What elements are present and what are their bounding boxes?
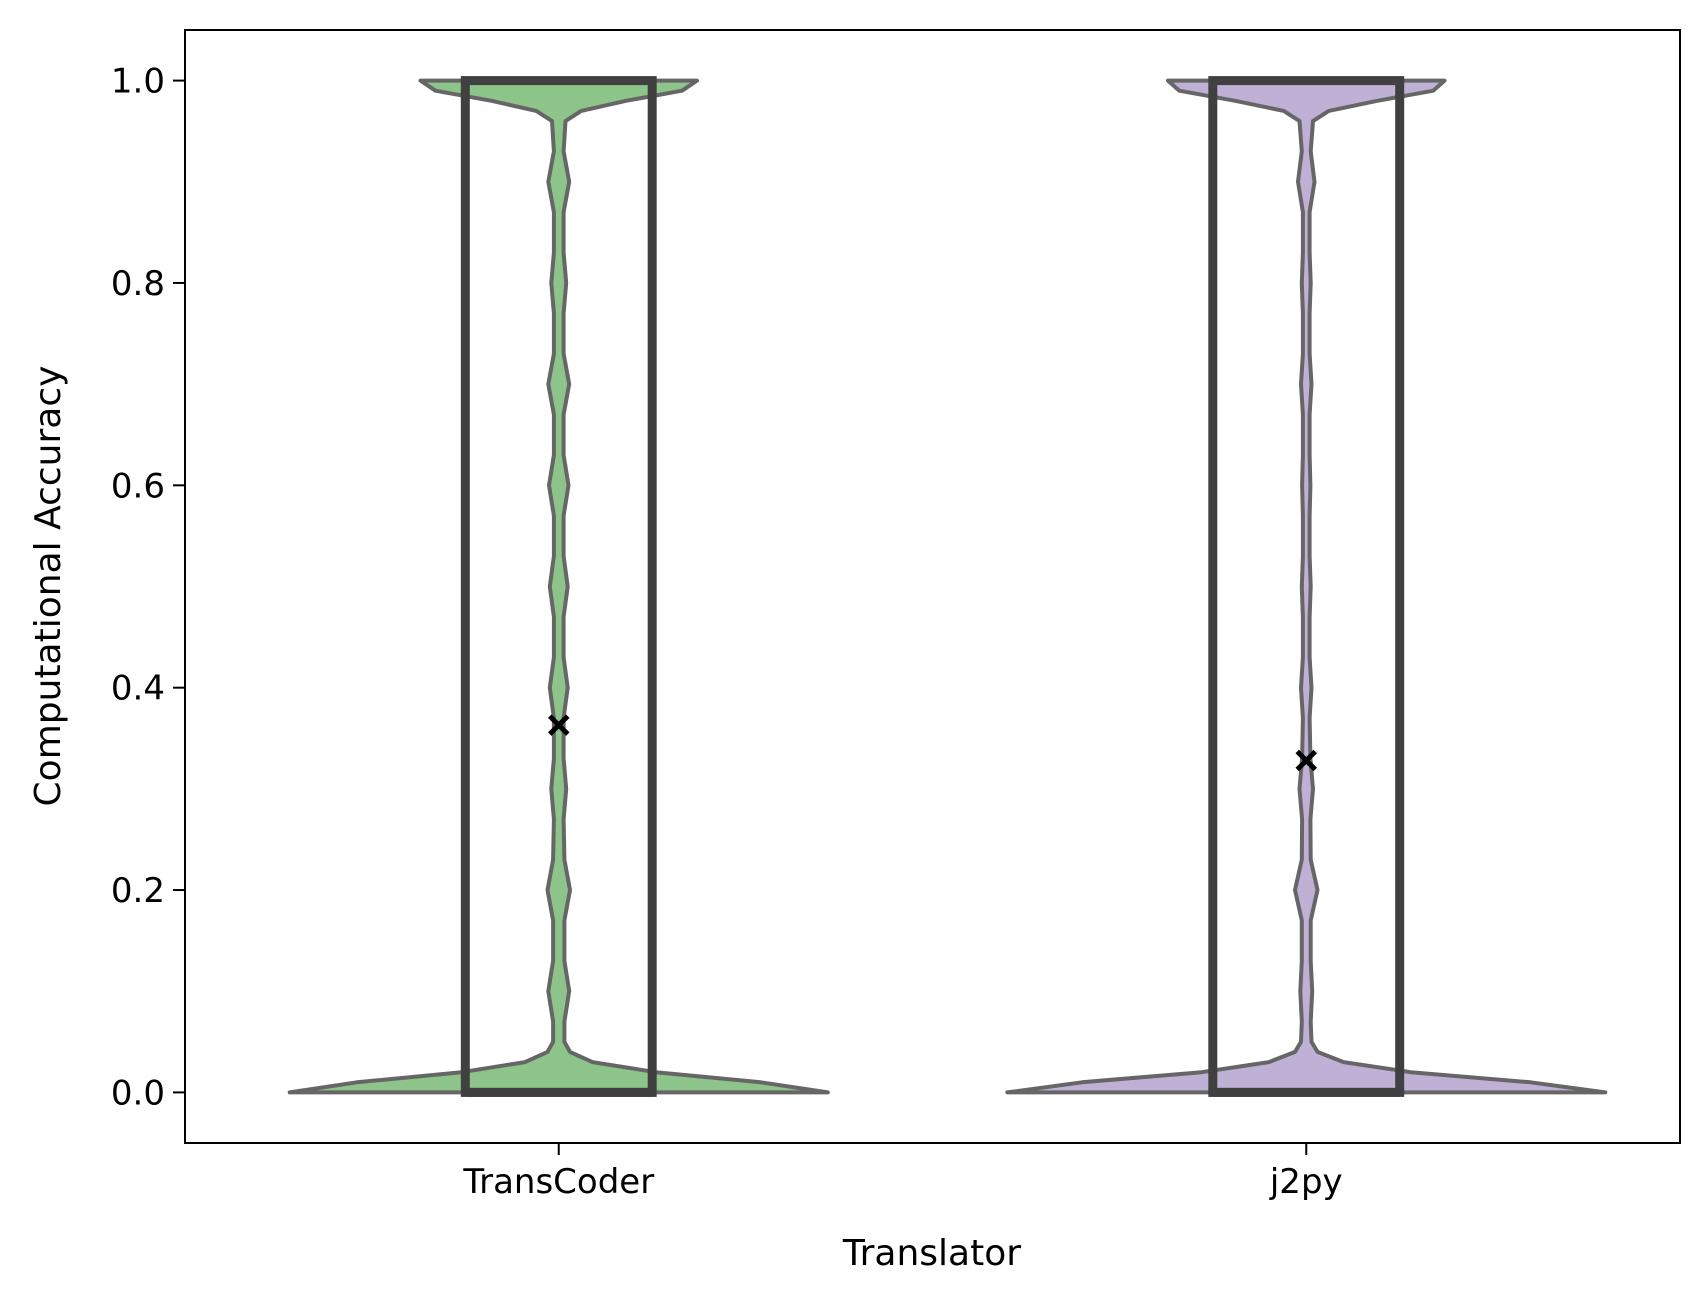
y-axis-ticks: 0.0 0.2 0.4 0.6 0.8 1.0 [111,62,185,1113]
y-tick-label: 0.8 [111,264,165,304]
x-axis-ticks: TransCoder j2py [462,1143,1343,1202]
plot-frame [184,29,1681,1144]
x-axis-title: Translator [842,1233,1021,1274]
y-tick-label: 0.6 [111,466,165,506]
mean-markers [547,714,1318,772]
violins [287,78,1608,1095]
y-tick-label: 0.0 [111,1073,165,1113]
plot-background [185,30,1680,1143]
mean-marker-transcoder [547,714,570,736]
y-tick-label: 0.4 [111,669,165,709]
quartile-boxes [460,76,1405,1097]
y-axis-title: Computational Accuracy [28,366,69,807]
x-tick-label: j2py [1269,1162,1343,1202]
violin-transcoder [287,78,830,1095]
x-tick-label: TransCoder [462,1162,654,1202]
y-tick-label: 1.0 [111,62,165,102]
mean-marker-j2py [1295,749,1318,772]
y-tick-label: 0.2 [111,871,165,911]
violin-j2py [1005,78,1608,1095]
